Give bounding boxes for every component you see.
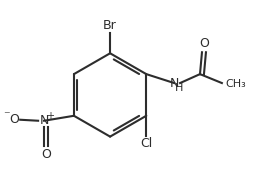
Text: H: H — [175, 83, 183, 93]
Text: CH₃: CH₃ — [226, 79, 247, 89]
Text: +: + — [46, 111, 54, 121]
Text: O: O — [41, 147, 51, 161]
Text: Br: Br — [103, 19, 117, 32]
Text: N: N — [169, 77, 179, 90]
Text: ⁻: ⁻ — [3, 109, 10, 122]
Text: O: O — [9, 113, 19, 126]
Text: N: N — [39, 114, 49, 127]
Text: O: O — [199, 37, 209, 50]
Text: Cl: Cl — [140, 137, 152, 150]
